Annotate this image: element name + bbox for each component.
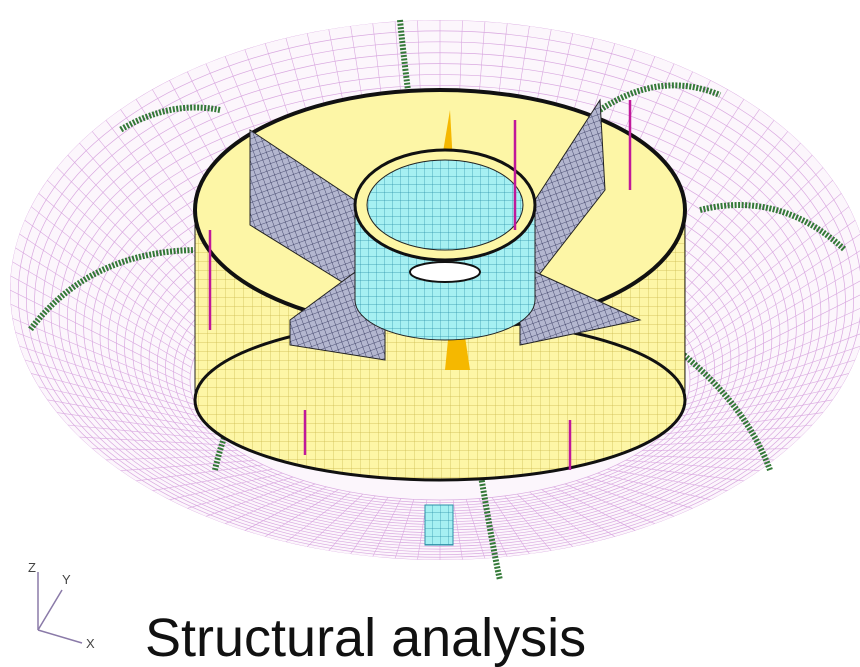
page: Z Y X Structural analysis (() => { const… — [0, 0, 860, 667]
axis-label-y: Y — [62, 572, 71, 587]
caption: Structural analysis — [145, 608, 586, 667]
axis-x — [38, 630, 82, 643]
support-leg — [425, 505, 453, 545]
inner-bore — [367, 160, 523, 250]
inner-bottom-rim — [410, 262, 480, 282]
axis-y — [38, 590, 62, 630]
figure: Z Y X Structural analysis — [0, 0, 860, 667]
axis-triad: Z Y X — [28, 560, 95, 651]
axis-label-x: X — [86, 636, 95, 651]
axis-label-z: Z — [28, 560, 36, 575]
